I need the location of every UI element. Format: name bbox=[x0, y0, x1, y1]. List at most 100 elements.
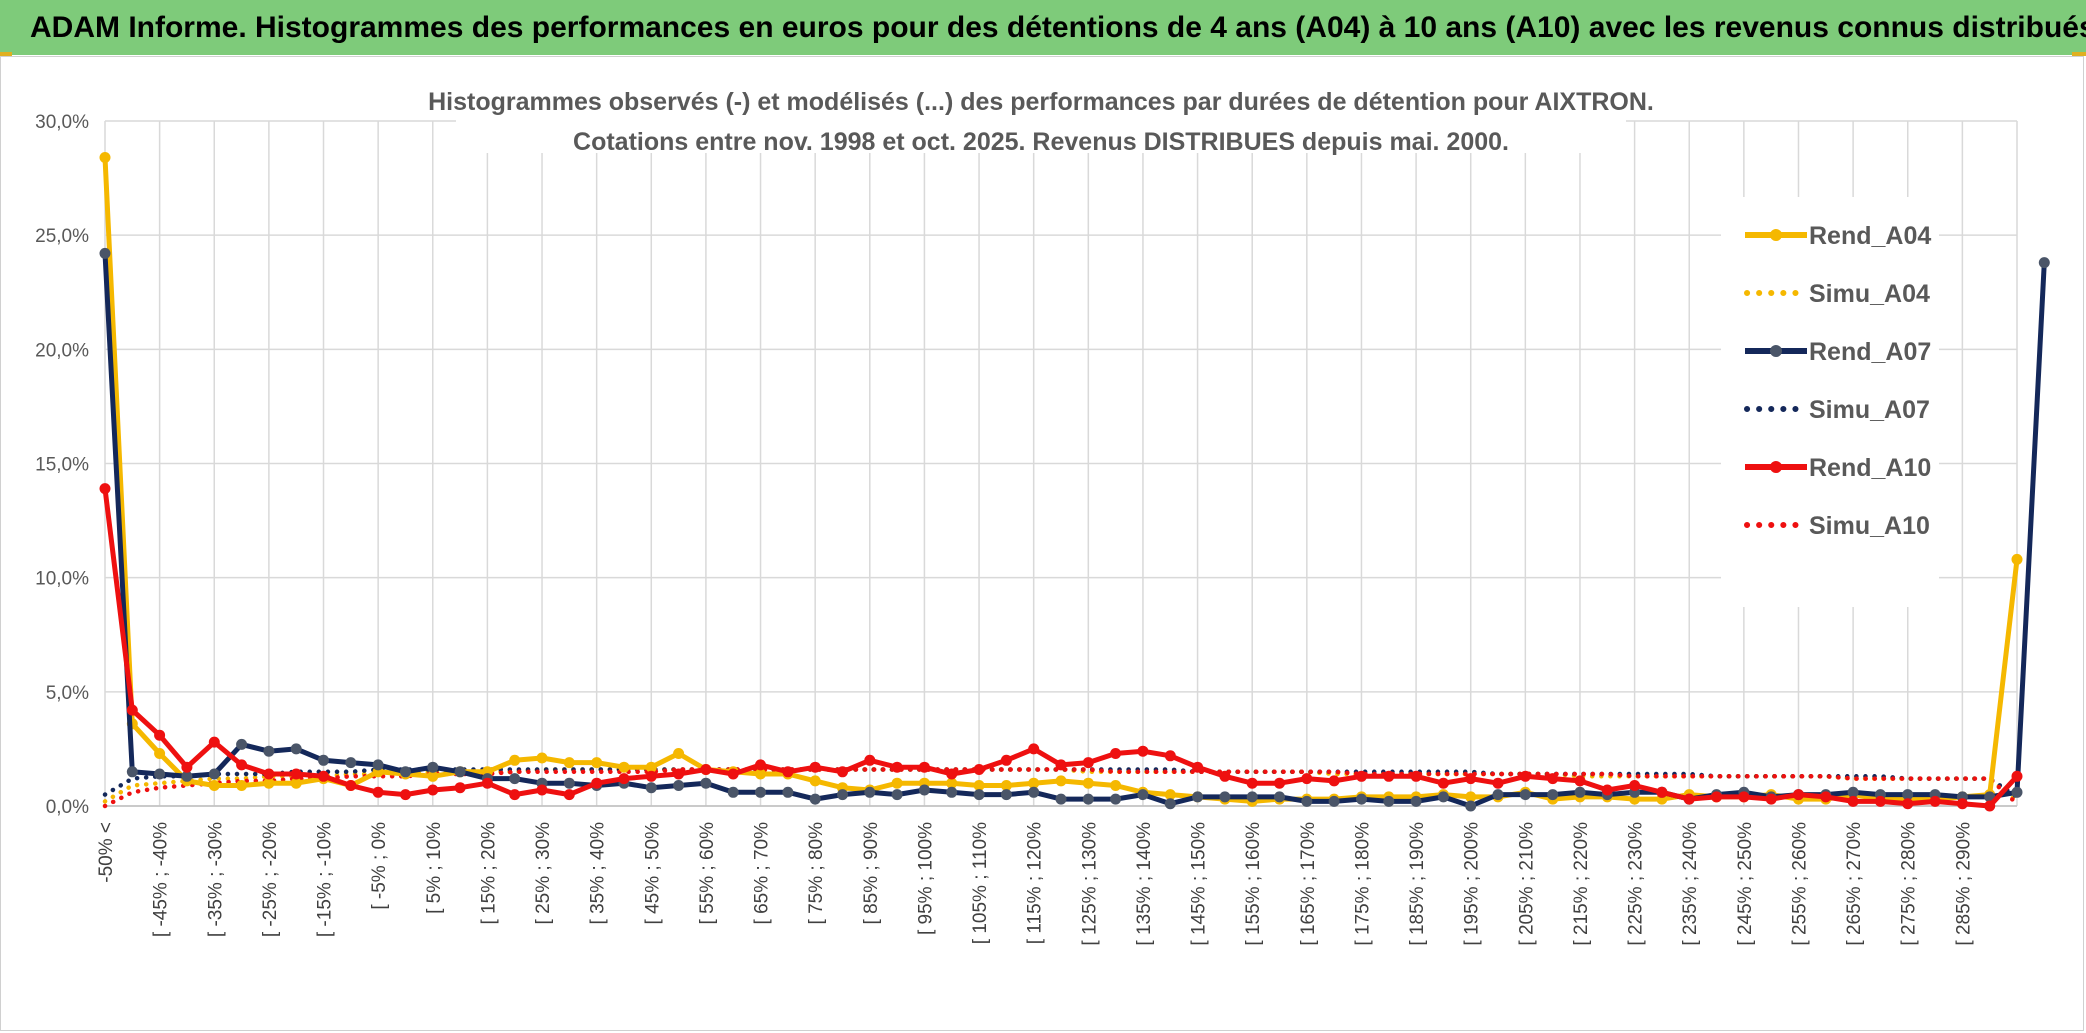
y-axis-ticks: 0,0% 5,0% 10,0% 15,0% 20,0% 25,0% 30,0% bbox=[35, 112, 89, 818]
data-point bbox=[181, 761, 193, 773]
data-point bbox=[1356, 793, 1367, 805]
data-point bbox=[208, 780, 220, 791]
data-point bbox=[2011, 553, 2023, 565]
report-banner: ADAM Informe. Histogrammes des performan… bbox=[0, 0, 2086, 55]
data-point bbox=[727, 768, 739, 780]
x-tick-label: [ 125% ; 130% bbox=[1079, 822, 1100, 946]
data-point bbox=[181, 770, 193, 782]
data-point bbox=[1410, 795, 1422, 807]
data-point bbox=[1328, 795, 1340, 807]
data-point bbox=[1765, 793, 1777, 805]
data-point bbox=[755, 786, 766, 798]
data-point bbox=[755, 768, 766, 780]
data-point bbox=[591, 757, 603, 769]
chart-title-line1: Histogrammes observés (-) et modélisés (… bbox=[428, 88, 1654, 116]
data-point bbox=[372, 786, 384, 798]
x-tick-label: [ 85% ; 90% bbox=[861, 822, 882, 925]
data-point bbox=[126, 704, 138, 716]
data-point bbox=[891, 789, 903, 801]
data-point bbox=[673, 768, 685, 780]
x-tick-label: [ 285% ; 290% bbox=[1953, 822, 1974, 946]
legend-item-rend_a04: Rend_A04 bbox=[1745, 222, 1931, 250]
data-point bbox=[536, 784, 548, 796]
data-point bbox=[1519, 770, 1531, 782]
x-tick-label: [ 205% ; 210% bbox=[1516, 822, 1537, 946]
data-point bbox=[1110, 793, 1122, 805]
data-point bbox=[318, 754, 329, 766]
data-point bbox=[154, 768, 166, 780]
data-point bbox=[1492, 789, 1504, 801]
y-tick-label: 5,0% bbox=[46, 683, 89, 704]
data-point bbox=[946, 768, 958, 780]
data-point bbox=[263, 777, 275, 789]
data-point bbox=[1902, 798, 1914, 810]
x-tick-label: [ 15% ; 20% bbox=[478, 822, 499, 925]
x-axis-ticks: -50% < [ -45% ; -40% [ -35% ; -30% [ -25% ;… bbox=[96, 822, 1974, 946]
report-title: ADAM Informe. Histogrammes des performan… bbox=[30, 10, 2086, 44]
data-point bbox=[918, 761, 930, 773]
data-point bbox=[618, 773, 630, 785]
data-point bbox=[673, 748, 685, 759]
data-point bbox=[1301, 795, 1313, 807]
data-point bbox=[837, 766, 848, 778]
data-point bbox=[400, 789, 411, 801]
data-point bbox=[1383, 770, 1395, 782]
data-point bbox=[1137, 745, 1149, 757]
legend-label: Rend_A04 bbox=[1809, 222, 1931, 250]
data-point bbox=[591, 777, 603, 789]
legend-label: Rend_A10 bbox=[1809, 454, 1931, 482]
legend-label: Rend_A07 bbox=[1809, 338, 1931, 366]
data-point bbox=[536, 752, 548, 764]
legend-label: Simu_A07 bbox=[1809, 396, 1930, 424]
data-point bbox=[154, 729, 166, 741]
data-point bbox=[1164, 750, 1176, 762]
data-point bbox=[99, 247, 111, 259]
data-point bbox=[126, 766, 138, 778]
data-point bbox=[973, 789, 985, 801]
x-tick-label: [ 55% ; 60% bbox=[697, 822, 718, 925]
data-point bbox=[1738, 791, 1750, 803]
legend-item-rend_a07: Rend_A07 bbox=[1745, 338, 1931, 366]
data-point bbox=[618, 761, 630, 773]
x-tick-label: [ -45% ; -40% bbox=[151, 822, 172, 937]
legend-marker bbox=[1770, 461, 1782, 473]
data-point bbox=[1874, 795, 1886, 807]
data-point bbox=[263, 768, 275, 780]
data-point bbox=[1820, 791, 1832, 803]
data-point bbox=[645, 761, 657, 773]
x-tick-label: [ 135% ; 140% bbox=[1134, 822, 1155, 946]
data-point bbox=[236, 780, 248, 791]
banner-accent-left bbox=[0, 52, 12, 56]
chart-frame: Histogrammes observés (-) et modélisés (… bbox=[0, 56, 2084, 1031]
data-point bbox=[1082, 777, 1094, 789]
data-point bbox=[400, 766, 411, 778]
data-point bbox=[1028, 777, 1040, 789]
data-point bbox=[290, 777, 302, 789]
data-point bbox=[1629, 780, 1641, 791]
data-point bbox=[809, 761, 821, 773]
data-point bbox=[454, 766, 466, 778]
data-point bbox=[1519, 789, 1531, 801]
data-point bbox=[1410, 770, 1422, 782]
data-point bbox=[1847, 795, 1859, 807]
data-point bbox=[946, 777, 958, 789]
data-point bbox=[727, 786, 739, 798]
data-point bbox=[208, 768, 220, 780]
data-point bbox=[837, 789, 848, 801]
x-tick-label: [ 105% ; 110% bbox=[970, 822, 991, 944]
data-point bbox=[1274, 777, 1285, 789]
data-point bbox=[1793, 789, 1804, 801]
x-tick-label: [ 195% ; 200% bbox=[1462, 822, 1483, 946]
x-tick-label: [ 255% ; 260% bbox=[1789, 822, 1810, 946]
data-point bbox=[318, 770, 329, 782]
data-point bbox=[673, 780, 685, 791]
data-point bbox=[1000, 780, 1012, 791]
x-tick-label: [ 215% ; 220% bbox=[1571, 822, 1592, 946]
data-point bbox=[509, 754, 521, 766]
data-point bbox=[2011, 770, 2023, 782]
data-point bbox=[154, 748, 166, 759]
data-point bbox=[918, 784, 930, 796]
data-point bbox=[1328, 775, 1340, 787]
data-point bbox=[2038, 257, 2050, 269]
data-point bbox=[1000, 754, 1012, 766]
